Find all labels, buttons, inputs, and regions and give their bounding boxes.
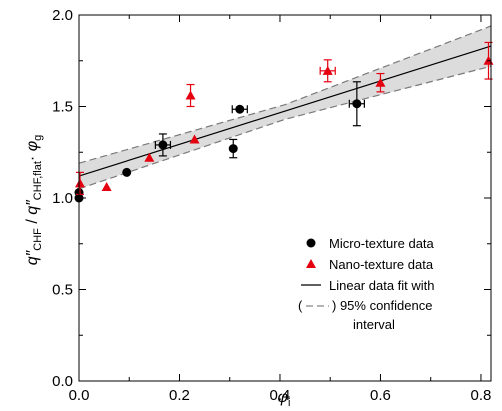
micro-point-3: [158, 140, 168, 150]
y-axis-title: q″CHF / q″CHF,flat· φg: [24, 135, 44, 266]
micro-point-6: [352, 99, 362, 109]
y-title-sub3: g: [32, 135, 44, 141]
y-tick-label-2: 1.0: [52, 190, 73, 207]
x-title-sub: i: [288, 397, 290, 409]
legend-fit-label: Linear data fit with: [329, 278, 435, 293]
legend-ci-label-line3: interval: [353, 317, 395, 332]
nano-point-5: [322, 65, 333, 75]
legend-nano-label: Nano-texture data: [329, 257, 434, 272]
micro-point-2: [122, 167, 132, 177]
nano-point-6: [375, 77, 386, 87]
nano-point-1: [101, 182, 112, 192]
y-title-sep: ·: [24, 151, 41, 161]
y-tick-label-3: 1.5: [52, 99, 73, 116]
ci-upper-line: [78, 25, 492, 164]
y-title-sub2: CHF,flat: [32, 161, 44, 200]
x-tick-label-0: 0.0: [69, 387, 90, 404]
micro-point-4: [228, 144, 238, 154]
x-tick-label-1: 0.2: [169, 387, 190, 404]
legend-micro-label: Micro-texture data: [329, 236, 435, 251]
y-tick-label-4: 2.0: [52, 7, 73, 24]
fit-line: [78, 45, 492, 177]
x-tick-label-2: 0.4: [270, 387, 291, 404]
y-tick-label-0: 0.0: [52, 373, 73, 390]
nano-point-4: [189, 134, 200, 144]
y-title-q2: q″: [24, 199, 41, 215]
x-axis-title: φi: [278, 389, 291, 409]
x-tick-label-3: 0.6: [370, 387, 391, 404]
legend-ci-open: (: [298, 298, 303, 313]
x-title-phi: φ: [278, 389, 288, 406]
y-tick-label-1: 0.5: [52, 282, 73, 299]
y-title-phi: φ: [24, 141, 41, 151]
axes: 0.0 0.2 0.4 0.6 0.8 0.0 0.5 1.0 1.5 2.0: [52, 7, 492, 404]
legend-micro-marker: [306, 238, 316, 248]
nano-point-0: [75, 178, 86, 188]
confidence-band-layer: [78, 25, 492, 190]
nano-point-3: [185, 90, 196, 100]
y-title-q1: q″: [24, 249, 41, 265]
ci-lower-line: [78, 65, 492, 190]
micro-point-5: [235, 104, 245, 114]
fit-line-layer: [78, 45, 492, 177]
y-title-sub1: CHF: [32, 228, 44, 251]
legend-ci-label: ) 95% confidence: [332, 298, 432, 313]
x-tick-label-4: 0.8: [471, 387, 492, 404]
legend-nano-marker: [306, 259, 316, 268]
legend: Micro-texture data Nano-texture data Lin…: [298, 236, 435, 332]
y-title-slash: /: [24, 215, 41, 228]
data-points-layer: [74, 41, 494, 203]
nano-point-2: [144, 152, 155, 162]
confidence-band: [79, 25, 491, 189]
